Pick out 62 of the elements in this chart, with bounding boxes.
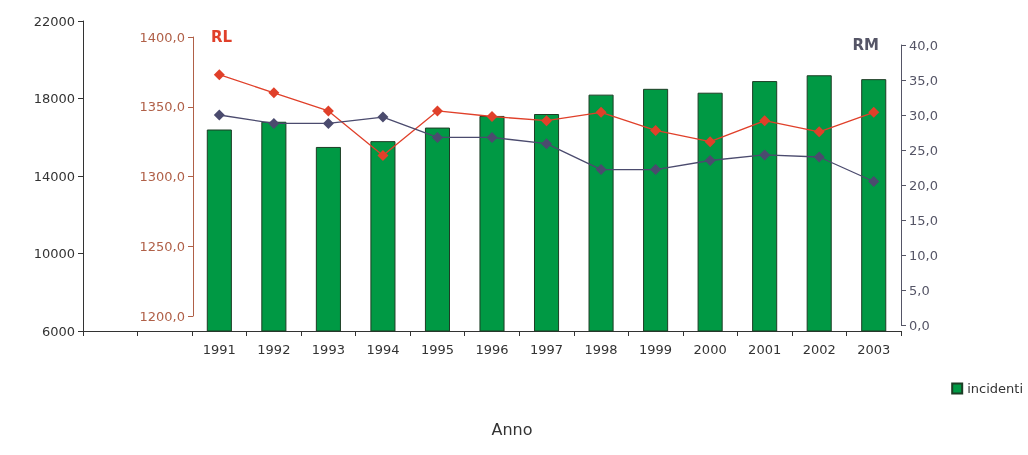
x-tick-label: 2001	[748, 342, 782, 357]
point	[213, 109, 225, 121]
x-tick-label: 1992	[257, 342, 291, 357]
y3-tick-label: 30,0	[909, 107, 938, 123]
y2-tick-label: 1400,0	[139, 29, 185, 45]
point	[268, 117, 280, 129]
y3-tick-label: 10,0	[909, 247, 938, 263]
point	[431, 105, 443, 117]
y-tick-label: 18000	[33, 91, 75, 106]
point	[704, 136, 716, 148]
legend-label: incidenti	[967, 381, 1023, 396]
point	[541, 115, 553, 127]
y3-tick-label: 0,0	[909, 317, 930, 333]
point	[759, 115, 771, 127]
y2-tick-label: 1300,0	[139, 169, 185, 184]
y2-tick-label: 1350,0	[139, 99, 185, 115]
y-tick-label: 22000	[33, 13, 75, 29]
y3-tick-label: 25,0	[909, 142, 938, 158]
point	[541, 138, 553, 150]
point	[268, 87, 280, 99]
y-tick-label: 10000	[33, 246, 75, 261]
point	[650, 124, 662, 136]
point	[650, 164, 662, 176]
point	[759, 149, 771, 161]
y2-axis-title: RL	[211, 28, 233, 46]
point	[486, 111, 498, 123]
y3-tick-label: 20,0	[909, 177, 938, 193]
y2-tick-label: 1200,0	[139, 308, 185, 324]
point	[595, 164, 607, 176]
point	[377, 150, 389, 162]
x-tick-label: 1999	[639, 342, 673, 357]
x-tick-label: 1994	[366, 342, 400, 357]
point	[595, 106, 607, 118]
x-tick-label: 2000	[693, 342, 727, 357]
y3-axis-title: RM	[852, 36, 879, 54]
y-tick-label: 6000	[41, 323, 75, 339]
x-tick-label: 1996	[475, 342, 509, 357]
y3-tick-label: 5,0	[909, 282, 930, 298]
point	[322, 117, 334, 129]
point	[868, 106, 880, 118]
point	[813, 126, 825, 138]
point	[868, 176, 880, 187]
x-tick-label: 1993	[311, 342, 345, 357]
y2-tick-label: 1250,0	[139, 238, 185, 254]
y3-tick-label: 40,0	[909, 37, 938, 53]
y3-tick-label: 15,0	[909, 212, 938, 228]
x-tick-label: 1997	[529, 342, 564, 357]
x-tick-label: 2002	[802, 342, 836, 357]
point	[213, 69, 225, 81]
point	[704, 155, 716, 166]
x-tick-label: 1991	[202, 342, 236, 357]
y3-tick-label: 35,0	[909, 72, 938, 88]
point	[431, 131, 443, 143]
x-axis-title: Anno	[491, 419, 533, 439]
x-tick-label: 1995	[420, 342, 455, 357]
y-tick-label: 14000	[33, 168, 75, 184]
point	[813, 151, 825, 163]
point	[486, 131, 498, 143]
x-tick-label: 2003	[857, 342, 891, 357]
point	[377, 111, 389, 123]
x-tick-label: 1998	[584, 342, 618, 357]
point	[322, 105, 334, 117]
